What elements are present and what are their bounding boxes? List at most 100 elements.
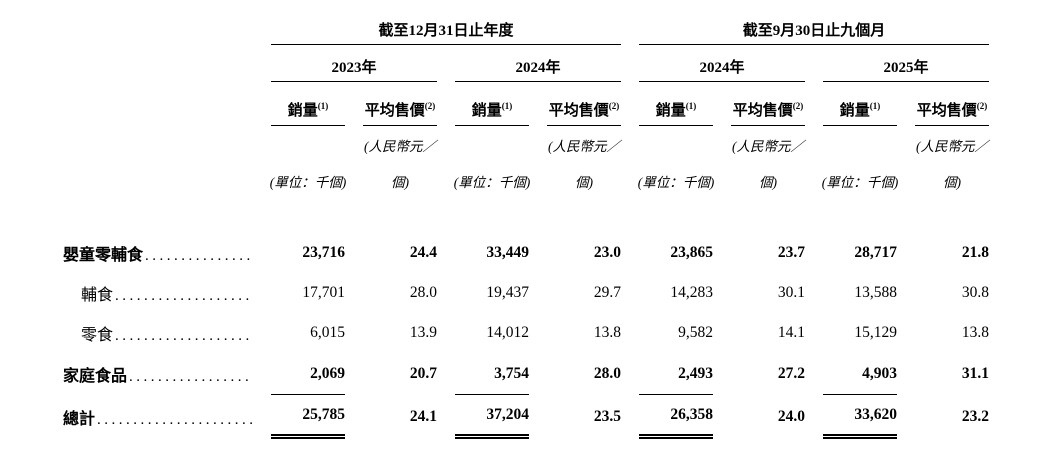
value-cell: 30.8 bbox=[961, 284, 989, 301]
dot-leader bbox=[115, 328, 253, 345]
unit-volume: (單位：千個) bbox=[637, 175, 715, 190]
value-cell: 13.8 bbox=[593, 324, 621, 341]
year-header-2025-9m: 2025年 bbox=[823, 45, 989, 82]
year-header-2024-9m: 2024年 bbox=[639, 45, 805, 82]
value-cell: 23,865 bbox=[670, 244, 713, 261]
unit-asp-line1: (人民幣元／ bbox=[364, 139, 436, 154]
period-header-year-ended-dec31: 截至12月31日止年度 bbox=[271, 14, 621, 45]
dot-leader bbox=[145, 248, 253, 265]
value-cell: 24.1 bbox=[409, 408, 437, 425]
metric-label: 銷量(1) bbox=[287, 101, 329, 120]
value-cell: 33,620 bbox=[823, 395, 897, 439]
footnote-ref: (2) bbox=[424, 101, 436, 111]
value-cell: 24.0 bbox=[777, 408, 805, 425]
metric-label: 平均售價(2) bbox=[732, 101, 804, 120]
value-cell: 23.2 bbox=[961, 408, 989, 425]
metric-label: 銷量(1) bbox=[655, 101, 697, 120]
period-header-nine-months-sep30: 截至9月30日止九個月 bbox=[639, 14, 989, 45]
row-label-text: 家庭食品 bbox=[63, 368, 128, 385]
value-cell: 33,449 bbox=[486, 244, 529, 261]
footnote-ref: (1) bbox=[501, 101, 513, 111]
row-label-text: 嬰童零輔食 bbox=[63, 247, 144, 264]
column-header-volume: 銷量(1) bbox=[823, 82, 897, 126]
unit-asp-line1: (人民幣元／ bbox=[732, 139, 804, 154]
year-label: 2025年 bbox=[883, 60, 929, 76]
value-cell: 13,588 bbox=[854, 284, 897, 301]
year-label: 2024年 bbox=[515, 60, 561, 76]
unit-asp-line2: 個) bbox=[391, 175, 409, 190]
value-cell: 23.5 bbox=[593, 408, 621, 425]
metric-label: 銷量(1) bbox=[839, 101, 881, 120]
row-label-complementary-food: 輔食 bbox=[63, 273, 253, 313]
period-header-label: 截至12月31日止年度 bbox=[378, 23, 514, 39]
value-cell: 4,903 bbox=[823, 353, 897, 395]
footnote-ref: (2) bbox=[976, 101, 988, 111]
metric-label: 平均售價(2) bbox=[916, 101, 988, 120]
year-label: 2023年 bbox=[331, 60, 377, 76]
value-cell: 20.7 bbox=[409, 365, 437, 382]
unit-volume: (單位：千個) bbox=[821, 175, 899, 190]
row-label-infant-snacks-complementary-food: 嬰童零輔食 bbox=[63, 233, 253, 273]
footnote-ref: (2) bbox=[608, 101, 620, 111]
dot-leader bbox=[115, 288, 253, 305]
value-cell: 2,493 bbox=[639, 353, 713, 395]
column-header-volume: 銷量(1) bbox=[271, 82, 345, 126]
column-header-volume: 銷量(1) bbox=[455, 82, 529, 126]
row-label-family-food: 家庭食品 bbox=[63, 353, 253, 395]
value-cell: 23.7 bbox=[777, 244, 805, 261]
value-cell: 17,701 bbox=[302, 284, 345, 301]
year-label: 2024年 bbox=[699, 60, 745, 76]
column-header-asp: 平均售價(2) bbox=[731, 82, 805, 126]
value-cell: 9,582 bbox=[678, 324, 713, 341]
value-cell: 24.4 bbox=[409, 244, 437, 261]
footnote-ref: (1) bbox=[317, 101, 329, 111]
year-header-2023: 2023年 bbox=[271, 45, 437, 82]
value-cell: 14,012 bbox=[486, 324, 529, 341]
value-cell: 21.8 bbox=[961, 244, 989, 261]
metric-label: 平均售價(2) bbox=[548, 101, 620, 120]
row-label-text: 總計 bbox=[63, 411, 96, 428]
column-header-asp: 平均售價(2) bbox=[915, 82, 989, 126]
footnote-ref: (1) bbox=[685, 101, 697, 111]
unit-asp-line2: 個) bbox=[575, 175, 593, 190]
value-cell: 3,754 bbox=[455, 353, 529, 395]
value-cell: 23.0 bbox=[593, 244, 621, 261]
value-cell: 13.9 bbox=[409, 324, 437, 341]
value-cell: 2,069 bbox=[271, 353, 345, 395]
value-cell: 28,717 bbox=[854, 244, 897, 261]
value-cell: 31.1 bbox=[961, 365, 989, 382]
unit-asp-line2: 個) bbox=[759, 175, 777, 190]
footnote-ref: (2) bbox=[792, 101, 804, 111]
value-cell: 27.2 bbox=[777, 365, 805, 382]
value-cell: 26,358 bbox=[639, 395, 713, 439]
value-cell: 13.8 bbox=[961, 324, 989, 341]
row-label-text: 零食 bbox=[81, 327, 114, 344]
column-header-asp: 平均售價(2) bbox=[547, 82, 621, 126]
unit-volume: (單位：千個) bbox=[269, 175, 347, 190]
value-cell: 19,437 bbox=[486, 284, 529, 301]
year-header-2024: 2024年 bbox=[455, 45, 621, 82]
dot-leader bbox=[129, 369, 253, 386]
value-cell: 37,204 bbox=[455, 395, 529, 439]
value-cell: 25,785 bbox=[271, 395, 345, 439]
value-cell: 14,283 bbox=[670, 284, 713, 301]
value-cell: 6,015 bbox=[310, 324, 345, 341]
row-label-snacks: 零食 bbox=[63, 313, 253, 353]
value-cell: 14.1 bbox=[777, 324, 805, 341]
unit-asp-line2: 個) bbox=[943, 175, 961, 190]
row-label-total: 總計 bbox=[63, 395, 253, 439]
period-header-label: 截至9月30日止九個月 bbox=[742, 23, 886, 39]
metric-label: 平均售價(2) bbox=[364, 101, 436, 120]
value-cell: 28.0 bbox=[409, 284, 437, 301]
row-label-text: 輔食 bbox=[81, 287, 114, 304]
unit-volume: (單位：千個) bbox=[453, 175, 531, 190]
value-cell: 29.7 bbox=[593, 284, 621, 301]
footnote-ref: (1) bbox=[869, 101, 881, 111]
value-cell: 28.0 bbox=[593, 365, 621, 382]
column-header-volume: 銷量(1) bbox=[639, 82, 713, 126]
sales-volume-asp-table: 截至12月31日止年度 截至9月30日止九個月 2023年 2024年 2024… bbox=[63, 14, 1064, 439]
unit-asp-line1: (人民幣元／ bbox=[916, 139, 988, 154]
value-cell: 23,716 bbox=[302, 244, 345, 261]
unit-asp-line1: (人民幣元／ bbox=[548, 139, 620, 154]
